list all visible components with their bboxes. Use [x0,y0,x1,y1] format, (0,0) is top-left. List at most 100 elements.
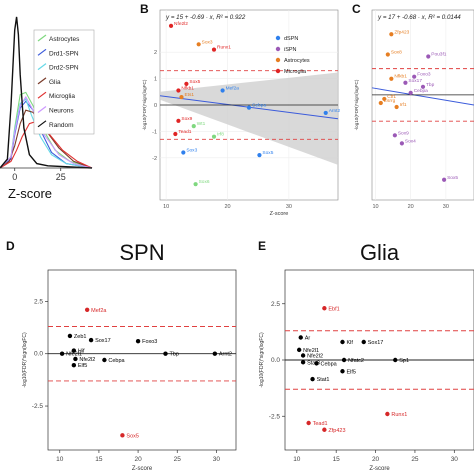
point-label: Foxo3 [417,72,431,78]
data-point [88,337,94,343]
data-point [191,124,196,129]
data-point [314,361,319,366]
legend-swatch [37,77,47,85]
legend-swatch [275,35,281,41]
y-tick-label: 0 [154,103,157,109]
data-point [246,105,252,110]
point-label: Cebpa [108,358,125,364]
panel-label: E [258,239,266,253]
x-axis-title: Z-score [132,466,153,472]
data-point [306,420,311,426]
point-label: Sox3 [202,39,213,45]
legend-swatch [37,63,47,71]
y-axis-title: -log10(FDR)*sign(logFC) [354,79,359,130]
data-point [59,351,65,356]
data-point [163,351,168,356]
data-point [193,182,198,187]
legend-swatch [275,46,281,52]
legend-label: Microglia [284,69,307,75]
panel-label: C [352,2,361,16]
legend-label: Neurons [49,108,74,115]
y-tick-label: 2.5 [271,301,280,308]
x-axis-title: Z-score [8,186,52,201]
data-point [389,32,394,37]
y-tick-label: 1 [154,77,157,83]
point-label: Zfp423 [328,428,345,434]
point-label: Hif [78,349,85,355]
data-point [399,141,404,146]
regression-annotation: y = 15 + -0.69 · x, R² = 0.922 [165,14,246,21]
x-axis-title: Z-score [369,466,390,472]
panel-title: Glia [360,240,400,265]
point-label: Nfe2l2 [79,357,95,363]
data-point [426,54,431,59]
legend-label: dSPN [284,36,298,42]
point-label: Tbp [426,82,435,88]
x-axis-title: Z-score [270,211,289,217]
data-point [392,133,397,138]
point-label: Irf8 [217,132,224,138]
legend-swatch [275,57,281,63]
point-label: Sox5 [126,433,139,439]
data-point [120,433,125,438]
point-label: Irf1 [400,102,407,108]
panel-title: SPN [119,240,164,265]
y-tick-label: 2 [154,50,157,56]
data-point [394,104,399,110]
point-label: Arnt2 [329,108,341,114]
data-point [296,347,302,353]
x-tick-label: 10 [293,456,301,463]
legend-label: Drd2-SPN [49,65,79,72]
point-label: Pou3f1 [431,51,447,57]
legend-swatch [37,106,47,113]
data-point [340,339,345,345]
x-tick-label: 25 [174,456,182,463]
x-tick-label: 20 [134,456,142,463]
data-point [378,100,383,106]
point-label: Nfe2l1 [66,352,82,358]
point-label: Elf5 [78,363,87,369]
data-point [442,177,447,182]
regression-line [371,87,474,106]
y-tick-label: -2 [152,156,157,162]
point-label: Runx1 [217,45,231,51]
point-label: Ctf1 [387,94,396,100]
confidence-band [160,72,338,165]
data-point [181,150,186,155]
legend-swatch [275,68,281,74]
point-label: Sox17 [408,78,422,84]
x-tick-label: 15 [333,456,341,463]
point-label: Sox4 [405,138,416,144]
data-point [211,134,217,139]
data-point [257,153,262,158]
point-label: Elf5 [346,369,355,375]
point-label: Arnt2 [219,352,232,358]
data-point [179,94,184,100]
x-tick-label: 30 [213,456,221,463]
x-tick-label: 10 [56,456,64,463]
data-point [420,84,426,89]
data-point [298,335,303,340]
density-line-microglia [0,120,93,169]
x-tick-label: 25 [411,456,419,463]
y-tick-label: 2.5 [34,298,43,305]
point-label: Zfp423 [394,29,409,35]
legend: Astrocytes Drd1-SPN Drd2-SPN Glia Microglia N… [33,29,95,135]
data-point [408,90,413,95]
density-line-neurons [0,95,93,169]
data-point [341,357,347,363]
y-tick-label: 0.0 [271,357,280,364]
data-point [361,339,366,345]
panel-a: 0 25 Z-score Astrocytes Drd1-SPN Drd2-SPN Glia… [0,16,95,201]
data-point [300,353,306,358]
legend-swatch [37,91,47,99]
point-label: Stat1 [317,377,330,383]
data-point [403,80,408,85]
data-point [322,306,327,311]
legend-label: Microglia [49,93,75,100]
x-tick-label: 15 [95,456,103,463]
point-label: Nfe2l1 [303,348,319,354]
data-point [340,369,345,374]
legend-label: Random [49,122,74,129]
